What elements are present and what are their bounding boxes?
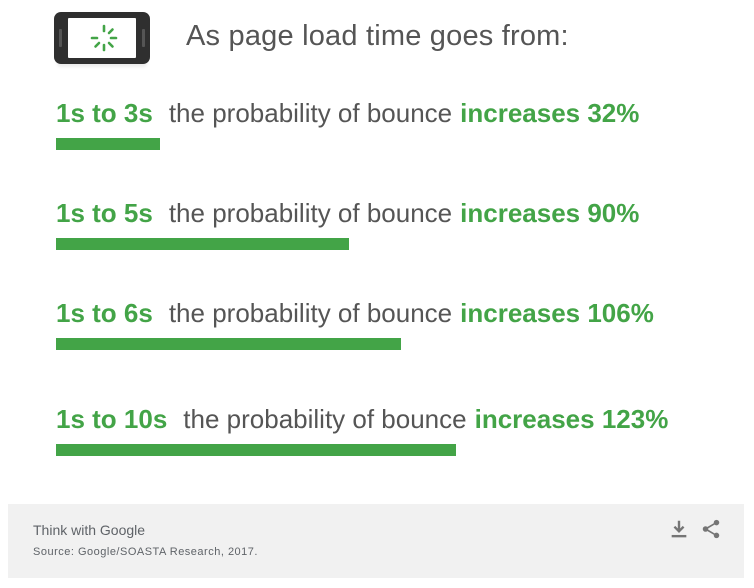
footer: Think with Google Source: Google/SOASTA …	[8, 504, 744, 578]
share-icon[interactable]	[700, 518, 722, 540]
bar-row: 1s to 3s the probability of bounce increas…	[56, 98, 746, 158]
phone-loading-icon	[54, 12, 150, 64]
source-text: Source: Google/SOASTA Research, 2017.	[33, 546, 258, 558]
value-label: increases 123%	[474, 404, 669, 434]
category-label: 1s to 6s	[56, 298, 153, 328]
phone-button-right	[142, 29, 145, 47]
value-label: increases 32%	[460, 98, 640, 128]
bounce-text: the probability of bounce	[168, 298, 453, 328]
bar-row-text: 1s to 6s the probability of bounce increas…	[56, 298, 654, 329]
loading-spinner-icon	[90, 24, 118, 52]
phone-screen	[68, 18, 136, 58]
bar-row-text: 1s to 10s the probability of bounce increa…	[56, 404, 668, 435]
value-label: increases 90%	[460, 198, 640, 228]
bar-row: 1s to 5s the probability of bounce increas…	[56, 198, 746, 258]
bar-row-text: 1s to 5s the probability of bounce increas…	[56, 198, 639, 229]
bar	[56, 444, 456, 456]
bar-row: 1s to 6s the probability of bounce increas…	[56, 298, 746, 358]
bar-row-text: 1s to 3s the probability of bounce increas…	[56, 98, 639, 129]
bar-row: 1s to 10s the probability of bounce increa…	[56, 404, 746, 464]
bounce-text: the probability of bounce	[168, 98, 453, 128]
phone-button-left	[59, 29, 62, 47]
page-title: As page load time goes from:	[186, 20, 569, 52]
bounce-text: the probability of bounce	[168, 198, 453, 228]
bar	[56, 138, 160, 150]
category-label: 1s to 5s	[56, 198, 153, 228]
header: As page load time goes from:	[44, 8, 569, 68]
download-icon[interactable]	[668, 518, 690, 540]
category-label: 1s to 10s	[56, 404, 168, 434]
bar	[56, 338, 401, 350]
bounce-text: the probability of bounce	[183, 404, 467, 434]
category-label: 1s to 3s	[56, 98, 153, 128]
value-label: increases 106%	[460, 298, 654, 328]
bar	[56, 238, 349, 250]
brand-label: Think with Google	[33, 522, 146, 538]
